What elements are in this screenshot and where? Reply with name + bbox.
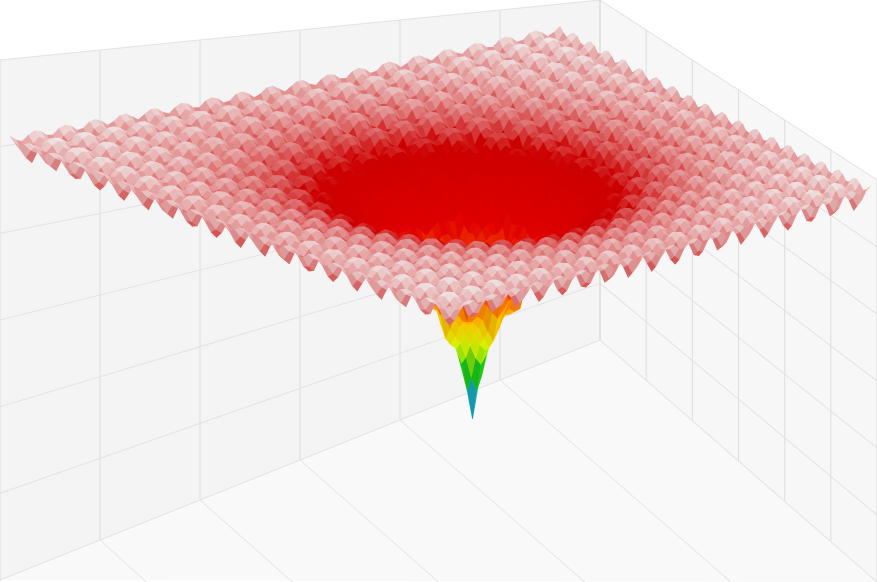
grid-line-right-h (599, 282, 877, 516)
surface-mesh (9, 25, 871, 419)
grid-line-left-h (0, 339, 601, 581)
grid-line-floor (499, 379, 732, 582)
grid-line-floor (399, 419, 585, 582)
grid-line-floor (299, 459, 439, 582)
floor-plane (0, 340, 877, 582)
grid-line-floor (199, 499, 293, 582)
grid-line-floor (99, 539, 147, 582)
grid-line-floor (599, 339, 877, 582)
